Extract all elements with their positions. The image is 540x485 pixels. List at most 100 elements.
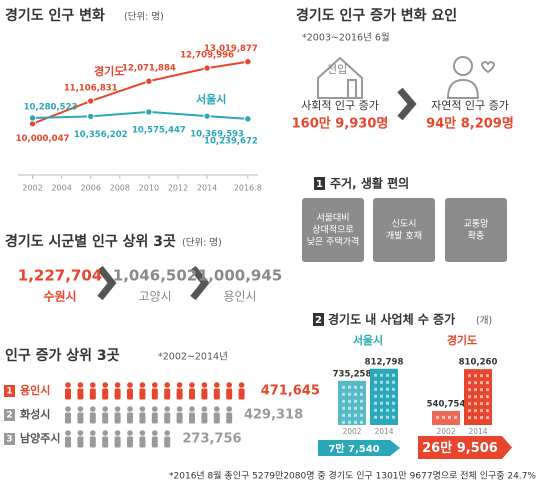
person-icon xyxy=(176,388,183,400)
window xyxy=(374,380,377,384)
window xyxy=(392,387,395,391)
person-icon xyxy=(139,430,146,436)
window xyxy=(380,408,383,412)
section-title: 주거, 생활 편의 xyxy=(330,176,409,191)
point xyxy=(203,64,211,72)
rank: 2 xyxy=(6,411,12,421)
person-icon xyxy=(226,388,233,400)
section-number: 1 xyxy=(316,179,323,190)
city-name: 고양시 xyxy=(138,290,171,304)
city-value: 1,000,945 xyxy=(198,267,282,285)
increase-arrow xyxy=(318,440,400,456)
window xyxy=(474,374,477,378)
value-label: 13,019,877 xyxy=(204,44,258,54)
window xyxy=(374,373,377,377)
person-icon xyxy=(114,430,121,436)
person-icon xyxy=(151,436,158,448)
window xyxy=(468,374,471,378)
value-label: 10,000,047 xyxy=(16,134,70,144)
increase-arrow xyxy=(418,436,512,459)
window xyxy=(380,373,383,377)
rank: 1 xyxy=(6,387,12,397)
window xyxy=(486,395,489,399)
person-icon xyxy=(89,412,96,424)
person-icon xyxy=(102,406,108,412)
window xyxy=(342,385,345,389)
x-tick-label: 2014 xyxy=(197,184,217,193)
window xyxy=(486,374,489,378)
person-icon xyxy=(102,436,109,448)
value-label: 10,369,593 xyxy=(190,130,244,140)
window xyxy=(392,415,395,419)
value-label: 429,318 xyxy=(244,408,303,423)
point xyxy=(28,114,37,122)
bar xyxy=(432,410,460,425)
person-icon xyxy=(139,382,146,388)
person-icon xyxy=(151,412,158,424)
window xyxy=(374,394,377,398)
series-name: 서울시 xyxy=(196,92,226,106)
point xyxy=(244,115,252,123)
person-icon xyxy=(65,412,71,424)
window xyxy=(392,394,395,398)
person-icon xyxy=(65,406,71,412)
window xyxy=(360,413,363,417)
person-icon xyxy=(102,388,109,400)
window xyxy=(474,388,477,392)
pictogram-subtitle: *2002~2014년 xyxy=(158,352,228,363)
category: 화성시 xyxy=(20,407,50,421)
increase-label: 26만 9,506 xyxy=(422,440,498,456)
window xyxy=(354,385,357,389)
person-icon xyxy=(127,382,133,388)
window xyxy=(486,409,489,413)
window xyxy=(348,392,351,396)
window xyxy=(354,413,357,417)
window xyxy=(386,373,389,377)
person-icon xyxy=(139,436,146,448)
reason-text: 서울대비 xyxy=(316,213,349,224)
person-icon xyxy=(164,412,171,424)
window xyxy=(392,401,395,405)
x-tick-label: 2008 xyxy=(110,184,130,193)
x-tick-label: 2006 xyxy=(81,184,101,193)
window xyxy=(386,415,389,419)
point xyxy=(87,97,95,105)
person-icon xyxy=(114,388,121,400)
window xyxy=(380,394,383,398)
reason-text: 확충 xyxy=(468,230,485,242)
window xyxy=(474,402,477,406)
person-icon xyxy=(189,406,195,412)
person-icon xyxy=(238,388,245,400)
section-badge xyxy=(314,177,325,190)
window xyxy=(480,416,483,420)
person-icon xyxy=(65,436,71,448)
natural-label: 자연적 인구 증가 xyxy=(431,99,509,112)
person-icon xyxy=(127,406,133,412)
x-tick-label: 2014 xyxy=(374,427,393,436)
window xyxy=(454,415,457,419)
window xyxy=(480,395,483,399)
icon-row xyxy=(65,382,245,400)
reason-text: 낮은 주택가격 xyxy=(307,236,360,248)
person-icon xyxy=(139,412,146,424)
series-line xyxy=(32,110,248,120)
pictogram-title: 인구 증가 상위 3곳 xyxy=(5,347,120,364)
person-icon xyxy=(114,436,121,448)
person-icon xyxy=(127,430,133,436)
line-unit: (단위: 명) xyxy=(124,11,164,23)
category: 남양주시 xyxy=(20,431,60,445)
house-icon xyxy=(317,56,363,99)
person-icon xyxy=(201,412,208,424)
person-icon xyxy=(77,406,84,412)
x-tick-label: 2014 xyxy=(468,427,487,436)
person-icon xyxy=(213,388,220,400)
window xyxy=(348,406,351,410)
person-icon xyxy=(127,412,133,424)
value-label: 10,239,672 xyxy=(204,136,258,146)
rank-badge xyxy=(4,385,15,397)
x-tick-label: 2002 xyxy=(22,184,42,193)
person-icon xyxy=(152,430,158,436)
person-icon xyxy=(164,406,170,412)
window xyxy=(342,399,345,403)
window xyxy=(342,420,345,424)
